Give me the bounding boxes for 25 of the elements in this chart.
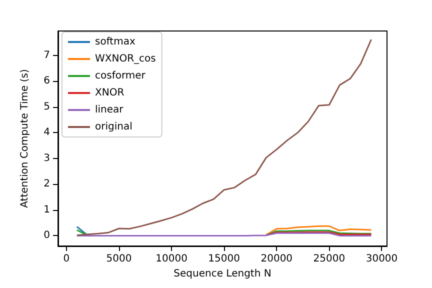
y-tick-label: 0 bbox=[44, 230, 50, 242]
legend-label: WXNOR_cos bbox=[95, 54, 156, 64]
legend-label: original bbox=[95, 122, 132, 132]
y-axis-title: Attention Compute Time (s) bbox=[20, 69, 30, 208]
y-tick-label: 1 bbox=[44, 204, 50, 216]
x-tick-label: 20000 bbox=[260, 254, 293, 264]
legend-label: linear bbox=[95, 104, 124, 116]
x-tick-label: 0 bbox=[63, 254, 70, 264]
y-tick-label: 6 bbox=[44, 76, 50, 87]
x-tick-label: 10000 bbox=[156, 254, 188, 264]
x-axis-title: Sequence Length N bbox=[174, 268, 272, 280]
y-tick-label: 7 bbox=[44, 50, 50, 61]
legend-label: cosformer bbox=[95, 70, 146, 82]
x-tick-label: 15000 bbox=[208, 254, 240, 264]
line-series bbox=[76, 38, 372, 236]
x-tick-label: 25000 bbox=[313, 254, 346, 264]
legend-label: softmax bbox=[95, 36, 136, 48]
y-tick-label: 5 bbox=[44, 101, 50, 112]
line-series bbox=[265, 225, 372, 236]
y-tick-label: 4 bbox=[44, 127, 50, 138]
x-tick-label: 5000 bbox=[106, 254, 132, 264]
y-tick-label: 2 bbox=[44, 178, 50, 190]
x-tick-label: 30000 bbox=[366, 254, 398, 264]
legend-label: XNOR bbox=[95, 88, 124, 98]
y-tick-label: 3 bbox=[44, 152, 50, 164]
